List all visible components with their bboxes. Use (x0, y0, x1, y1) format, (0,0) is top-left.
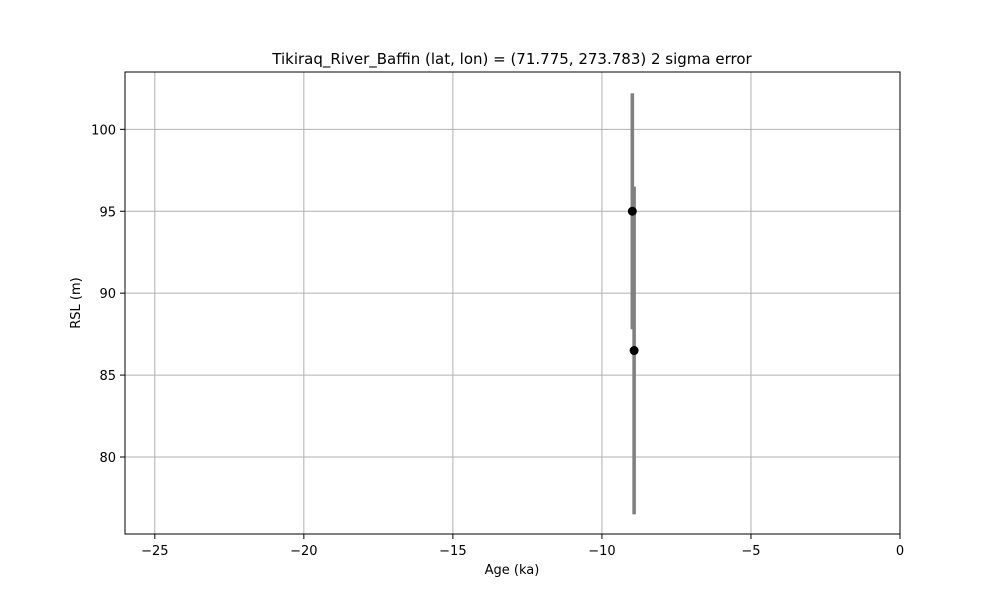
grid-lines (125, 72, 901, 534)
x-ticks: −25 −20 −15 −10 −5 0 (141, 534, 904, 559)
y-tick-label: 80 (99, 451, 116, 466)
y-tick-label: 90 (99, 287, 116, 302)
x-tick-label: −5 (741, 544, 760, 559)
data-point (629, 346, 639, 356)
y-ticks: 80 85 90 95 100 (91, 123, 125, 466)
y-axis-label: RSL (m) (69, 277, 84, 328)
x-tick-label: −20 (290, 544, 317, 559)
chart-title: Tikiraq_River_Baffin (lat, lon) = (71.77… (271, 50, 752, 69)
data-point (627, 206, 637, 216)
x-axis-label: Age (ka) (485, 563, 540, 578)
plot-frame (124, 71, 901, 535)
data-points (627, 206, 639, 356)
error-bars (630, 93, 636, 515)
x-tick-label: −15 (439, 544, 466, 559)
y-tick-label: 100 (91, 123, 116, 138)
y-tick-label: 85 (99, 369, 116, 384)
x-tick-label: −10 (588, 544, 615, 559)
x-tick-label: −25 (141, 544, 168, 559)
y-tick-label: 95 (99, 205, 116, 220)
x-tick-label: 0 (896, 544, 904, 559)
